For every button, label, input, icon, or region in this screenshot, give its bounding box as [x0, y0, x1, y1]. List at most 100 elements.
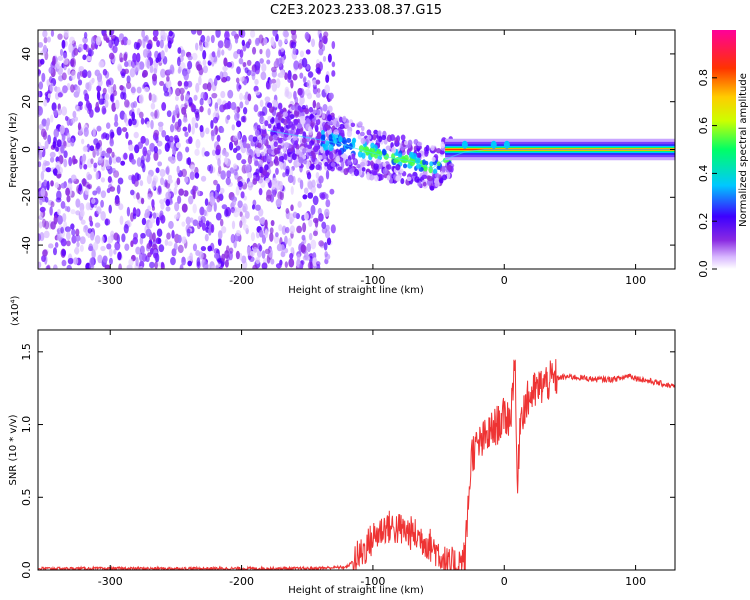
noise-blob [149, 65, 154, 74]
noise-blob [88, 243, 93, 251]
noise-blob [229, 167, 234, 174]
noise-blob [133, 232, 138, 240]
noise-blob [188, 97, 193, 106]
noise-blob [241, 255, 247, 264]
snr-frame [37, 329, 676, 571]
noise-blob [185, 146, 190, 153]
noise-blob [242, 203, 248, 213]
signal-blob [353, 168, 360, 177]
noise-blob [49, 151, 56, 158]
chart-title: C2E3.2023.233.08.37.G15 [270, 3, 442, 18]
noise-blob [119, 84, 124, 91]
noise-blob [284, 35, 288, 44]
noise-blob [80, 209, 85, 217]
signal-blob [348, 168, 353, 174]
noise-blob [133, 65, 138, 73]
noise-blob [290, 41, 297, 49]
noise-blob [38, 106, 43, 116]
noise-blob [38, 161, 42, 168]
noise-blob [152, 36, 158, 42]
signal-blob [256, 124, 261, 131]
noise-blob [119, 57, 124, 63]
noise-blob [96, 70, 101, 78]
noise-blob [185, 216, 191, 225]
noise-blob [279, 182, 283, 191]
noise-blob [179, 87, 185, 95]
noise-blob [92, 127, 96, 138]
noise-blob [257, 243, 262, 250]
noise-blob [216, 183, 221, 193]
signal-blob [312, 109, 317, 115]
noise-blob [79, 104, 83, 111]
noise-blob [138, 61, 145, 70]
noise-blob [65, 187, 71, 196]
noise-blob [139, 111, 144, 119]
noise-blob [115, 156, 122, 163]
noise-blob [61, 259, 67, 267]
noise-blob [327, 105, 333, 113]
signal-blob [316, 109, 321, 116]
noise-blob [296, 253, 301, 261]
noise-blob [278, 39, 283, 48]
noise-blob [73, 47, 79, 56]
signal-blob [272, 134, 278, 141]
signal-blob [356, 163, 361, 169]
noise-blob [123, 113, 127, 123]
noise-blob [329, 188, 335, 195]
noise-blob [253, 104, 259, 113]
noise-blob [46, 180, 50, 191]
noise-blob [57, 92, 63, 98]
signal-blob [416, 141, 423, 147]
noise-blob [193, 94, 198, 101]
noise-blob [150, 102, 156, 110]
carrier-spike [490, 140, 497, 149]
noise-blob [98, 60, 105, 68]
noise-blob [224, 259, 229, 268]
noise-blob [242, 141, 247, 149]
signal-blob [357, 121, 363, 127]
noise-blob [97, 156, 104, 164]
noise-blob [231, 124, 235, 131]
noise-blob [313, 230, 318, 237]
signal-blob [399, 168, 404, 174]
noise-blob [46, 264, 51, 269]
noise-blob [38, 123, 44, 131]
spectrogram-y-label: Frequency (Hz) [8, 112, 19, 188]
noise-blob [166, 110, 172, 118]
signal-blob [273, 147, 279, 155]
signal-blob [406, 176, 412, 182]
noise-blob [232, 163, 238, 170]
noise-blob [57, 215, 64, 225]
noise-blob [49, 156, 55, 163]
signal-blob [381, 148, 387, 156]
noise-blob [57, 55, 64, 62]
noise-blob [325, 199, 331, 208]
noise-blob [226, 114, 231, 121]
noise-blob [261, 262, 268, 269]
noise-blob [107, 84, 112, 94]
noise-blob [192, 203, 197, 214]
noise-blob [38, 233, 42, 242]
signal-blob [382, 167, 388, 175]
noise-blob [252, 264, 258, 269]
carrier-spike [503, 140, 510, 149]
colorbar-tick-label: 0.4 [697, 165, 710, 183]
signal-blob [359, 161, 366, 167]
noise-blob [42, 44, 48, 54]
noise-blob [307, 180, 313, 190]
colorbar-tick-label: 0.8 [697, 69, 710, 87]
signal-blob [308, 106, 314, 113]
noise-blob [121, 233, 126, 243]
noise-blob [206, 35, 211, 43]
noise-blob [200, 246, 207, 252]
noise-blob [38, 41, 44, 48]
noise-blob [146, 174, 152, 185]
noise-blob [108, 39, 113, 49]
noise-blob [132, 52, 137, 63]
signal-blob [255, 173, 260, 182]
spectrogram-x-ticks: -300 -200 -100 0 100 [98, 30, 646, 287]
noise-blob [293, 60, 300, 70]
noise-blob [199, 206, 205, 216]
noise-blob [187, 260, 193, 267]
noise-blob [120, 39, 125, 46]
